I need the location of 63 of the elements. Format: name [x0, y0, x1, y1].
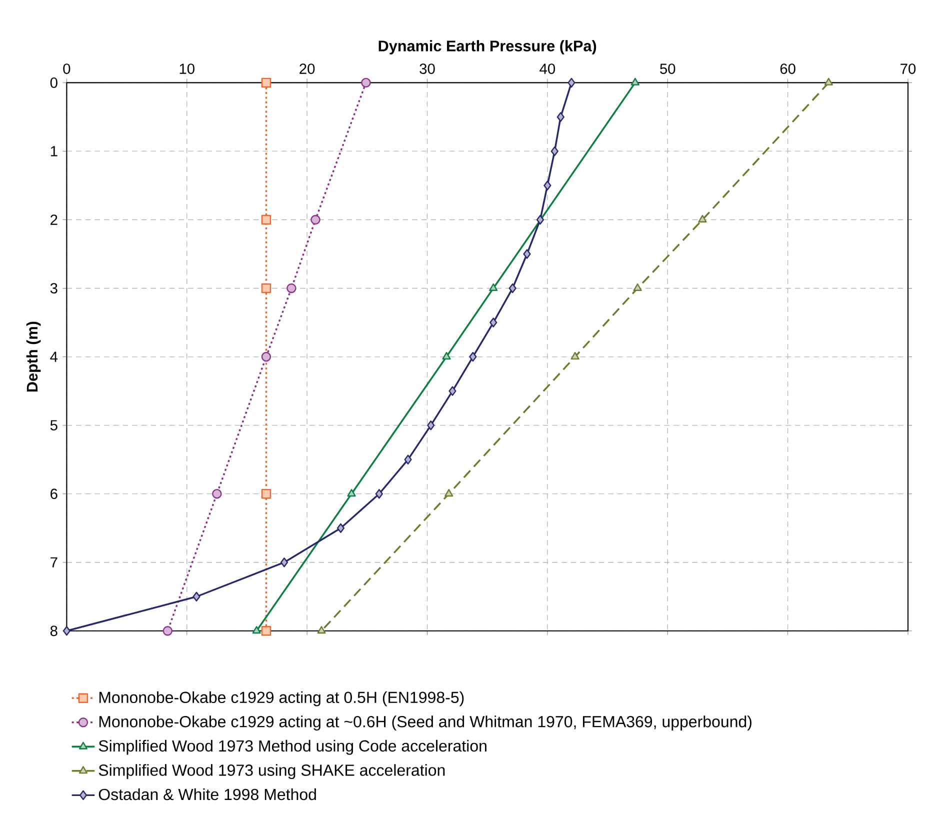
- point: [442, 352, 451, 360]
- legend-label: Ostadan & White 1998 Method: [98, 788, 316, 800]
- y-tick-label: 5: [50, 420, 58, 430]
- y-tick-label: 2: [50, 214, 58, 225]
- point: [469, 352, 477, 362]
- point: [568, 78, 576, 88]
- point: [404, 454, 412, 464]
- y-tick-label: 0: [50, 77, 58, 88]
- point: [286, 283, 296, 293]
- x-axis-title: Dynamic Earth Pressure (kPa): [378, 40, 596, 54]
- legend-label: Simplified Wood 1973 Method using Code acceleration: [98, 740, 486, 755]
- point: [427, 420, 435, 430]
- point: [633, 283, 642, 291]
- y-tick-label: 6: [50, 488, 58, 499]
- point: [336, 523, 345, 533]
- x-tick-label: 40: [540, 63, 556, 74]
- point: [261, 352, 272, 362]
- point: [544, 180, 552, 190]
- point: [444, 488, 454, 496]
- legend-label: Mononobe-Okabe c1929 acting at ~0.6H (Seed and Whitman 1970, FEMA369, upperbound): [99, 715, 752, 730]
- point: [212, 488, 222, 499]
- point: [347, 488, 356, 496]
- point: [261, 283, 272, 293]
- x-tick-label: 0: [63, 63, 70, 74]
- point: [361, 78, 371, 88]
- point: [448, 386, 456, 396]
- point: [317, 626, 326, 634]
- x-tick-label: 20: [300, 63, 315, 74]
- point: [824, 78, 833, 86]
- point: [261, 78, 272, 88]
- point: [310, 214, 320, 224]
- x-tick-label: 70: [900, 63, 916, 74]
- x-tick-label: 50: [660, 63, 676, 74]
- legend-label: Mononobe-Okabe c1929 acting at 0.5H (EN1998-5): [99, 691, 464, 706]
- point: [508, 283, 516, 293]
- point: [556, 112, 564, 122]
- y-tick-label: 8: [50, 626, 58, 636]
- point: [261, 626, 272, 636]
- point: [162, 626, 173, 636]
- point: [375, 488, 383, 499]
- y-tick-label: 1: [50, 146, 58, 156]
- point: [489, 283, 498, 291]
- y-tick-label: 3: [50, 282, 58, 294]
- point: [698, 214, 707, 222]
- x-tick-label: 10: [180, 63, 194, 74]
- x-tick-label: 60: [780, 63, 796, 74]
- point: [261, 214, 272, 224]
- point: [280, 557, 288, 568]
- point: [570, 352, 580, 360]
- point: [550, 146, 558, 156]
- point: [630, 78, 640, 86]
- x-tick-label: 30: [420, 63, 435, 74]
- point: [62, 626, 70, 636]
- point: [261, 488, 272, 499]
- y-tick-label: 7: [50, 557, 58, 568]
- y-axis-title: Depth (m): [26, 322, 41, 392]
- point: [523, 248, 531, 259]
- y-tick-label: 4: [50, 352, 58, 362]
- point: [252, 626, 261, 634]
- point: [490, 318, 498, 328]
- point: [536, 214, 544, 224]
- legend-label: Simplified Wood 1973 using SHAKE acceleration: [98, 764, 445, 779]
- point: [192, 592, 200, 602]
